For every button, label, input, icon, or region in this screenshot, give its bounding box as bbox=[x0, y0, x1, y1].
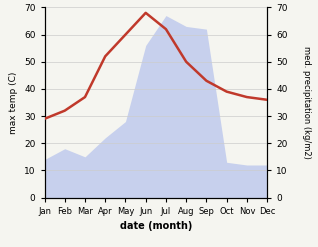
X-axis label: date (month): date (month) bbox=[120, 221, 192, 231]
Y-axis label: max temp (C): max temp (C) bbox=[10, 71, 18, 134]
Y-axis label: med. precipitation (kg/m2): med. precipitation (kg/m2) bbox=[301, 46, 311, 159]
